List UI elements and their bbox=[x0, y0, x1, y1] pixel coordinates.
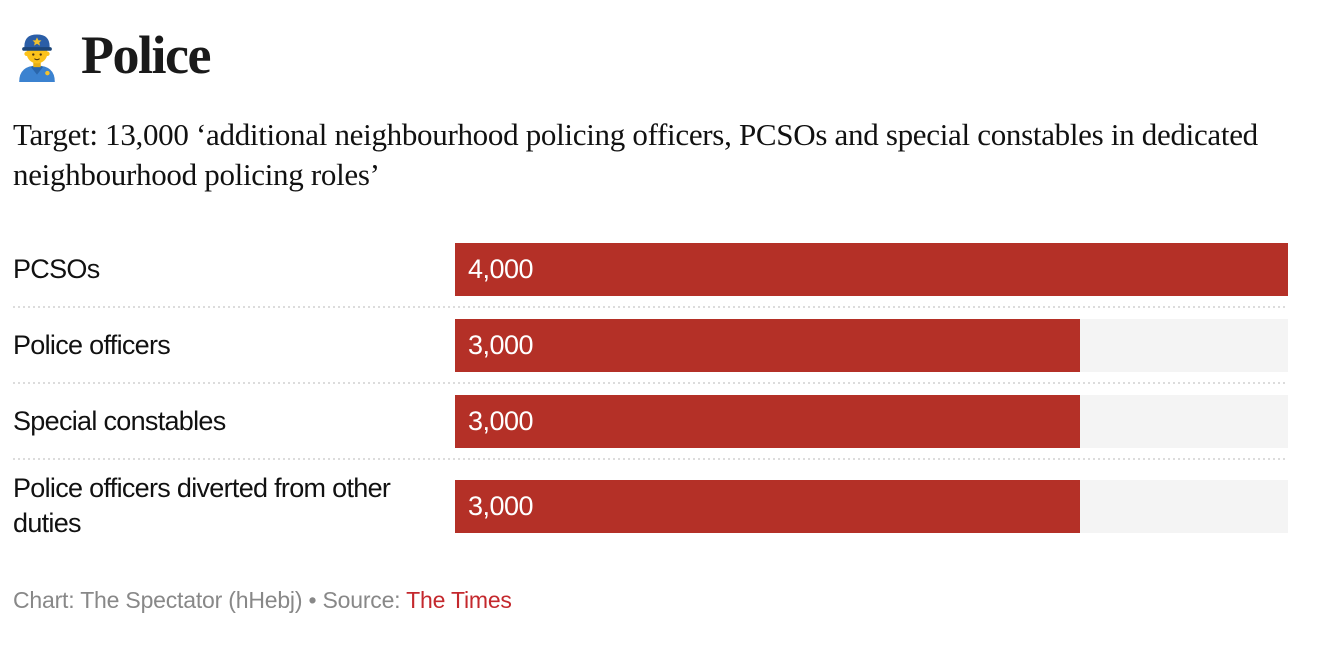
bar-value-label: 3,000 bbox=[468, 330, 534, 361]
row-separator bbox=[13, 382, 1288, 385]
chart-row: PCSOs 4,000 bbox=[13, 232, 1288, 306]
chart-subtitle: Target: 13,000 ‘additional neighbourhood… bbox=[13, 117, 1258, 193]
category-label: Special constables bbox=[13, 406, 226, 437]
chart-row: Police officers diverted from other duti… bbox=[13, 460, 1288, 551]
chart-title: Police bbox=[81, 25, 211, 85]
bar-value-label: 4,000 bbox=[468, 254, 534, 285]
chart-row: Special constables 3,000 bbox=[13, 384, 1288, 458]
bar-area: 3,000 bbox=[455, 479, 1288, 533]
category-label: Police officers diverted from other duti… bbox=[13, 473, 391, 539]
credit-text: Chart: The Spectator (hHebj) • Source: bbox=[13, 587, 407, 614]
bar-value-label: 3,000 bbox=[468, 490, 534, 521]
bar-area: 3,000 bbox=[455, 319, 1288, 373]
row-separator bbox=[13, 306, 1288, 309]
source-link[interactable]: The Times bbox=[406, 587, 512, 614]
bar: 4,000 bbox=[455, 243, 1288, 297]
bar: 3,000 bbox=[455, 319, 1080, 373]
chart-header: Police bbox=[13, 25, 1288, 85]
bar: 3,000 bbox=[455, 479, 1080, 533]
row-separator bbox=[13, 458, 1288, 461]
category-label: PCSOs bbox=[13, 254, 100, 285]
bar-chart: PCSOs 4,000 Police officers 3,000 Special co… bbox=[13, 232, 1288, 551]
police-officer-emoji-icon bbox=[13, 30, 61, 82]
chart-footer: Chart: The Spectator (hHebj) • Source: T… bbox=[13, 587, 1288, 614]
category-label: Police officers bbox=[13, 330, 171, 361]
bar: 3,000 bbox=[455, 395, 1080, 449]
bar-area: 4,000 bbox=[455, 243, 1288, 297]
bar-area: 3,000 bbox=[455, 395, 1288, 449]
bar-value-label: 3,000 bbox=[468, 406, 534, 437]
chart-row: Police officers 3,000 bbox=[13, 308, 1288, 382]
